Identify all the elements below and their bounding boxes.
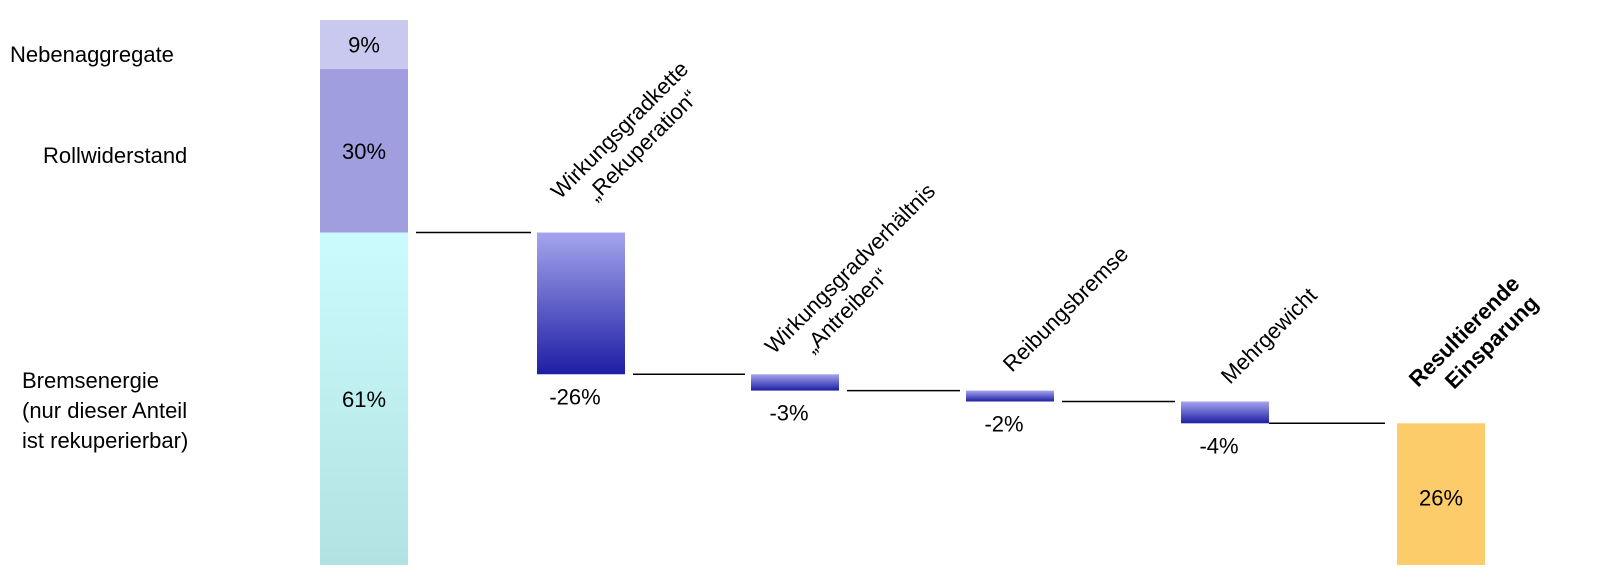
value-label-reibungsbremse: -2%	[984, 412, 1023, 437]
category-label-reibungsbremse: Reibungsbremse	[998, 241, 1133, 376]
category-label-resultierende-einsparung: Resultierende Einsparung	[1404, 267, 1548, 411]
value-label-mehrgewicht: -4%	[1199, 433, 1238, 458]
category-label-mehrgewicht: Mehrgewicht	[1216, 283, 1322, 389]
category-label-line: Reibungsbremse	[998, 241, 1133, 376]
bar-wirkungsgradverhaeltnis-antreiben	[751, 374, 839, 391]
bar-wirkungsgradkette-rekuperation	[537, 232, 625, 375]
bar-segment-bremsenergie	[320, 232, 408, 566]
category-label-line: Mehrgewicht	[1216, 283, 1322, 389]
value-label-resultierende-einsparung: 26%	[1419, 485, 1463, 510]
value-label-wirkungsgradverhaeltnis: -3%	[769, 401, 808, 426]
label-bremsenergie: Bremsenergie (nur dieser Anteil ist reku…	[22, 366, 188, 456]
value-label-rollwiderstand: 30%	[342, 139, 386, 164]
bar-segment-rollwiderstand	[320, 69, 408, 233]
category-label-line: Wirkungsgradverhältnis	[760, 178, 940, 358]
value-label-nebenaggregate: 9%	[348, 33, 380, 58]
value-label-bremsenergie: 61%	[342, 387, 386, 412]
category-label-wirkungsgradkette: Wirkungsgradkette „Rekuperation“	[546, 52, 717, 223]
bar-reibungsbremse	[966, 390, 1054, 402]
bar-segment-nebenaggregate	[320, 20, 408, 70]
bar-mehrgewicht	[1181, 401, 1269, 424]
label-nebenaggregate: Nebenaggregate	[10, 42, 174, 67]
value-label-wirkungsgradkette: -26%	[549, 384, 600, 409]
label-rollwiderstand: Rollwiderstand	[43, 143, 188, 168]
label-bremsenergie-line-3: ist rekuperierbar)	[22, 428, 189, 453]
bar-resultierende-einsparung	[1397, 423, 1485, 565]
label-bremsenergie-line-1: Bremsenergie	[22, 368, 159, 393]
label-bremsenergie-line-2: (nur dieser Anteil	[22, 398, 188, 423]
category-label-wirkungsgradverhaeltnis: Wirkungsgradverhältnis „Antreiben“	[760, 174, 964, 378]
